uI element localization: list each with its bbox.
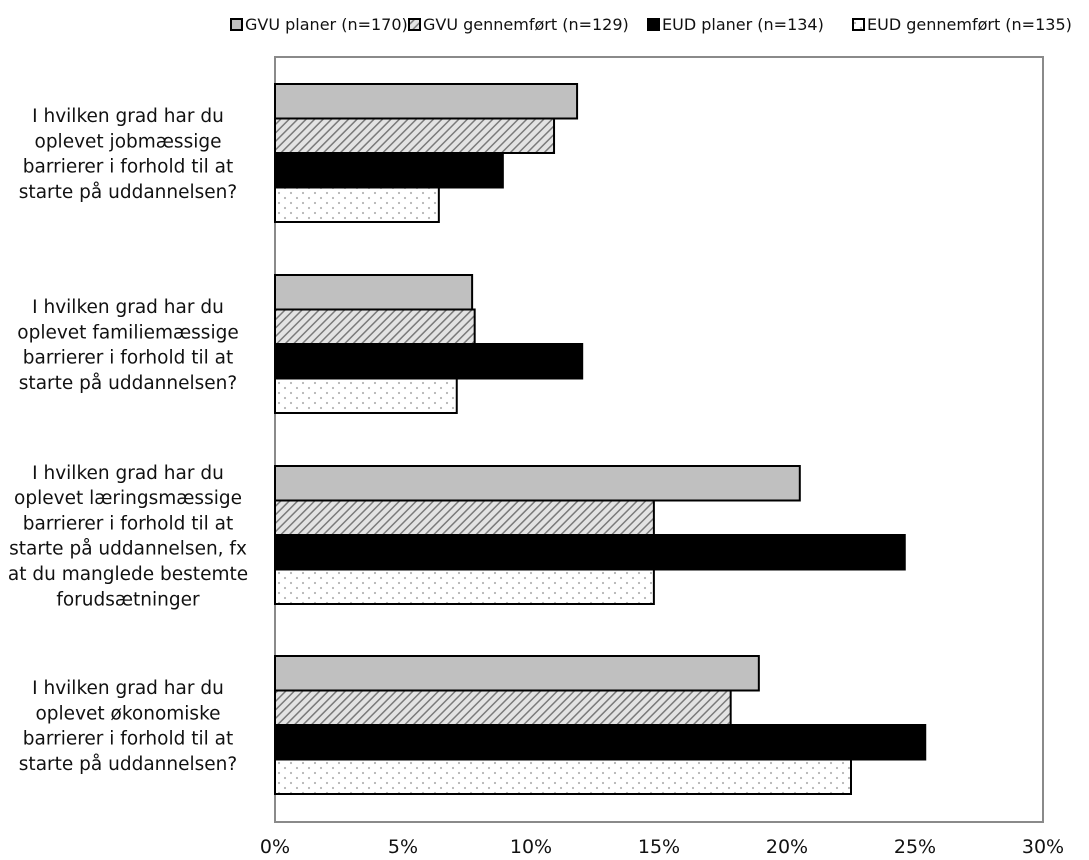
category-label-line: I hvilken grad har du bbox=[32, 678, 224, 699]
x-tick-label: 0% bbox=[260, 836, 290, 856]
bar-2-series-3 bbox=[274, 343, 584, 380]
legend-swatch-1 bbox=[230, 18, 243, 31]
x-tick-label: 10% bbox=[510, 836, 552, 856]
category-label-line: starte på uddannelsen? bbox=[19, 373, 237, 394]
category-label-line: barrierer i forhold til at bbox=[23, 729, 234, 750]
category-label-line: at du manglede bestemte bbox=[8, 564, 248, 585]
category-label-line: starte på uddannelsen? bbox=[19, 754, 237, 775]
x-tick-label: 30% bbox=[1022, 836, 1064, 856]
category-label-line: oplevet læringsmæssige bbox=[14, 488, 242, 509]
bar-2-series-4 bbox=[274, 377, 458, 414]
legend-label-1: GVU planer (n=170) bbox=[245, 15, 408, 34]
bar-3-series-4 bbox=[274, 568, 655, 605]
legend-label-3: EUD planer (n=134) bbox=[662, 15, 824, 34]
category-label-line: I hvilken grad har du bbox=[32, 297, 224, 318]
legend: GVU planer (n=170) GVU gennemført (n=129)… bbox=[230, 15, 1072, 34]
legend-swatch-2 bbox=[408, 18, 421, 31]
bar-2-series-2 bbox=[274, 308, 476, 345]
category-label-line: oplevet familiemæssige bbox=[17, 322, 238, 343]
bar-1-series-3 bbox=[274, 152, 504, 189]
bar-4-series-3 bbox=[274, 724, 927, 761]
legend-swatch-4 bbox=[852, 18, 865, 31]
bar-2-series-1 bbox=[274, 274, 474, 311]
plot-area-border bbox=[274, 56, 1044, 823]
bar-4-series-2 bbox=[274, 689, 732, 726]
bars bbox=[274, 83, 927, 795]
category-label-line: starte på uddannelsen, fx bbox=[9, 539, 247, 560]
bar-1-series-1 bbox=[274, 83, 579, 120]
plot-frame bbox=[274, 56, 1044, 823]
legend-label-2: GVU gennemført (n=129) bbox=[423, 15, 629, 34]
x-tick-label: 5% bbox=[388, 836, 418, 856]
x-tick-label: 25% bbox=[894, 836, 936, 856]
category-label-line: I hvilken grad har du bbox=[32, 106, 224, 127]
category-label-line: barrierer i forhold til at bbox=[23, 513, 234, 534]
category-label-line: barrierer i forhold til at bbox=[23, 157, 234, 178]
category-label-2: I hvilken grad har du oplevet familiemæss… bbox=[17, 297, 238, 394]
category-label-1: I hvilken grad har du oplevet jobmæssige b… bbox=[19, 106, 237, 203]
x-tick-label: 20% bbox=[766, 836, 808, 856]
bar-3-series-1 bbox=[274, 465, 801, 502]
category-label-line: I hvilken grad har du bbox=[32, 463, 224, 484]
category-label-line: oplevet jobmæssige bbox=[35, 131, 222, 152]
bar-4-series-1 bbox=[274, 655, 760, 692]
category-label-line: barrierer i forhold til at bbox=[23, 348, 234, 369]
category-label-line: starte på uddannelsen? bbox=[19, 182, 237, 203]
legend-swatch-3 bbox=[647, 18, 660, 31]
category-label-3: I hvilken grad har du oplevet læringsmæss… bbox=[8, 463, 248, 611]
bar-4-series-4 bbox=[274, 758, 852, 795]
x-axis-ticks: 0% 5% 10% 15% 20% 25% 30% bbox=[260, 836, 1064, 858]
bar-3-series-3 bbox=[274, 534, 906, 571]
category-label-line: forudsætninger bbox=[56, 589, 200, 610]
category-label-4: I hvilken grad har du oplevet økonomiske b… bbox=[19, 678, 237, 775]
legend-label-4: EUD gennemført (n=135) bbox=[867, 15, 1072, 34]
bar-1-series-2 bbox=[274, 117, 556, 154]
category-labels: I hvilken grad har du oplevet jobmæssige b… bbox=[8, 106, 248, 775]
category-label-line: oplevet økonomiske bbox=[35, 703, 220, 724]
bar-1-series-4 bbox=[274, 186, 440, 223]
bar-3-series-2 bbox=[274, 499, 655, 536]
x-tick-label: 15% bbox=[638, 836, 680, 856]
